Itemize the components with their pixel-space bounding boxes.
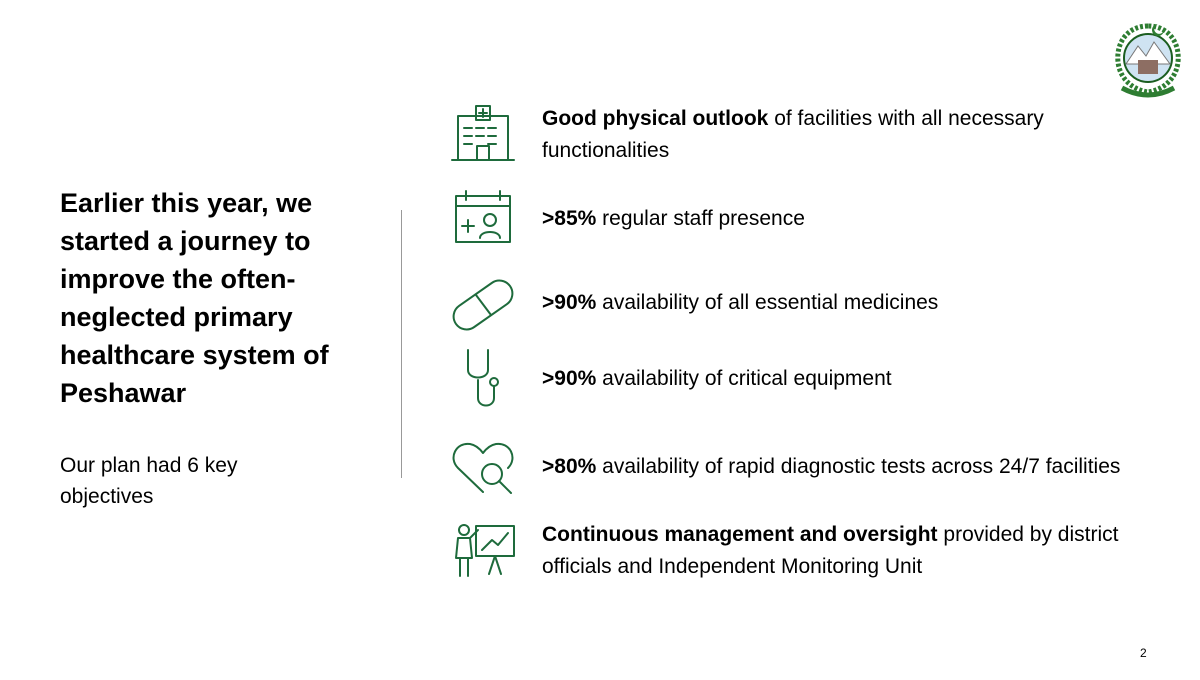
objective: >85% regular staff presence (446, 186, 1166, 252)
objective-text: >90% availability of all essential medic… (542, 287, 938, 319)
objective: >90% availability of all essential medic… (446, 270, 1166, 336)
divider (401, 210, 402, 478)
objective: >80% availability of rapid diagnostic te… (446, 434, 1166, 500)
objective-text: >85% regular staff presence (542, 203, 805, 235)
objective-highlight: >85% (542, 207, 597, 230)
objective-detail: regular staff presence (602, 207, 805, 230)
objective-icon (455, 190, 511, 243)
objective-icon (451, 105, 515, 161)
objective-text: Good physical outlook of facilities with… (542, 103, 1122, 167)
objective-icon (455, 524, 515, 577)
objective-highlight: Continuous management and oversight (542, 523, 938, 546)
objective: Continuous management and oversight prov… (446, 518, 1166, 584)
objective-highlight: >90% (542, 367, 597, 390)
subheading: Our plan had 6 key objectives (60, 454, 238, 508)
objective-detail: availability of rapid diagnostic tests a… (602, 455, 1121, 478)
objective-text: >90% availability of critical equipment (542, 363, 892, 395)
objective: Good physical outlook of facilities with… (446, 102, 1166, 168)
logo (1115, 23, 1181, 98)
objective-detail: of facilities with all necessary functio… (542, 107, 1044, 162)
objective-highlight: >90% (542, 291, 597, 314)
objective: >90% availability of critical equipment (446, 346, 1166, 412)
page-number: 2 (1140, 646, 1147, 660)
objective-highlight: Good physical outlook (542, 107, 769, 130)
objective-detail: availability of all essential medicines (602, 291, 939, 314)
objective-icon (467, 349, 499, 407)
objective-icon (452, 279, 514, 331)
objective-text: Continuous management and oversight prov… (542, 519, 1122, 583)
heading: Earlier this year, we started a journey … (60, 188, 329, 408)
objective-detail: availability of critical equipment (602, 367, 892, 390)
objective-icon (452, 442, 514, 494)
objective-detail: provided by district officials and Indep… (542, 523, 1119, 578)
objective-highlight: >80% (542, 455, 597, 478)
objective-text: >80% availability of rapid diagnostic te… (542, 451, 1120, 483)
